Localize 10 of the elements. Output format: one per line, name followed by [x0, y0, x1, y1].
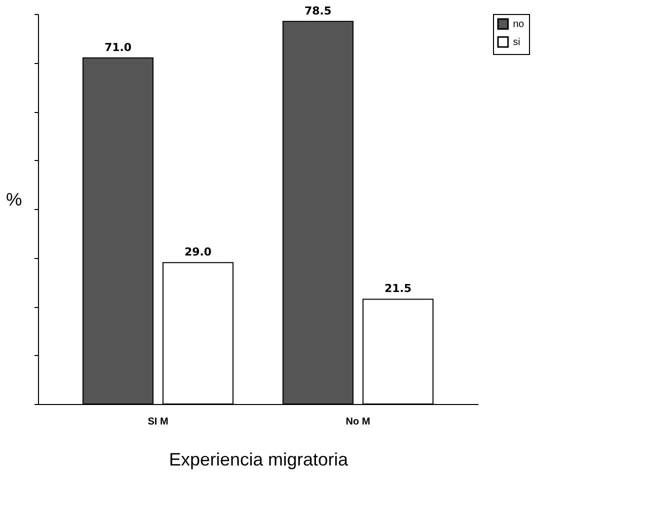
x-tick-label: SI M [148, 416, 168, 428]
data-label: 29.0 [184, 246, 212, 259]
x-axis-title: Experiencia migratoria [168, 450, 350, 470]
data-label: 71.0 [104, 40, 132, 54]
y-axis-title: % [6, 190, 22, 210]
data-label: 21.5 [384, 282, 412, 296]
legend-label: si [513, 37, 520, 48]
data-label: 78.5 [304, 4, 332, 18]
x-tick-label: No M [346, 416, 370, 428]
legend-label: no [513, 19, 525, 30]
